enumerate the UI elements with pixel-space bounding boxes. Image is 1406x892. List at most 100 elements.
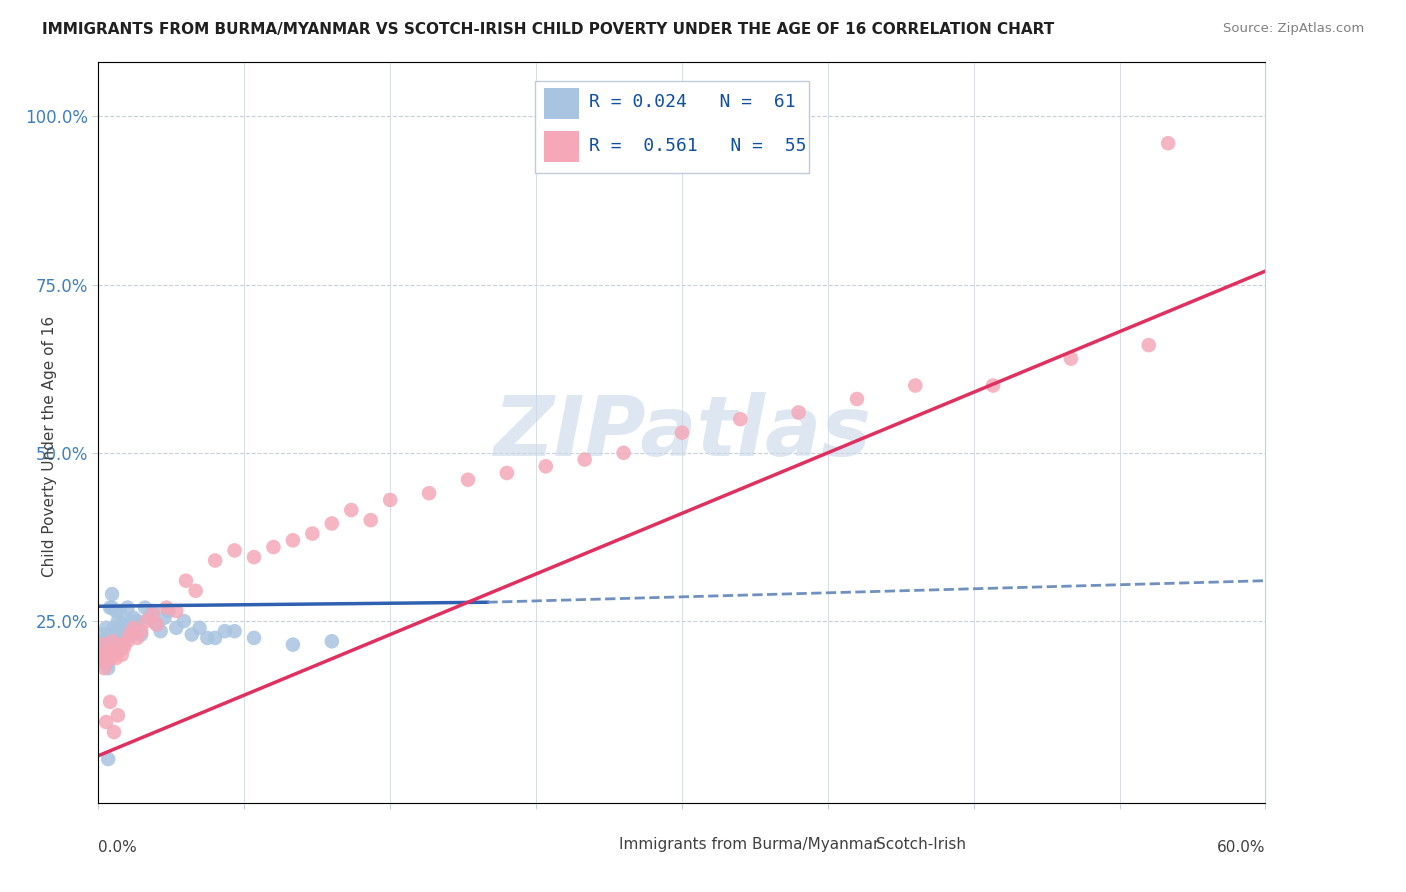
Point: [97, 640, 120, 655]
Point: [97, 651, 120, 665]
Point: [1157, 136, 1180, 151]
Point: [111, 648, 134, 662]
Point: [93, 640, 115, 655]
Point: [340, 503, 363, 517]
Point: [108, 604, 131, 618]
Point: [117, 621, 139, 635]
Point: [98, 651, 121, 665]
Point: [117, 600, 139, 615]
Point: [91, 634, 114, 648]
Point: [101, 587, 124, 601]
Point: [122, 611, 145, 625]
Point: [214, 624, 236, 639]
Point: [380, 492, 402, 507]
Point: [904, 378, 927, 392]
Point: [91, 638, 114, 652]
Point: [787, 405, 810, 419]
Point: [89, 638, 111, 652]
Point: [243, 631, 266, 645]
Point: [574, 452, 596, 467]
Point: [321, 516, 343, 531]
Point: [153, 611, 176, 625]
Point: [98, 600, 121, 615]
Point: [93, 627, 115, 641]
Point: [1137, 338, 1160, 352]
Point: [134, 600, 156, 615]
Point: [281, 638, 304, 652]
Point: [173, 614, 195, 628]
Text: Scotch-Irish: Scotch-Irish: [876, 837, 966, 852]
Point: [114, 624, 136, 639]
Point: [89, 651, 111, 665]
Point: [142, 604, 165, 618]
Point: [96, 657, 118, 672]
Point: [981, 378, 1004, 392]
Point: [107, 708, 129, 723]
Point: [107, 614, 129, 628]
Text: Child Poverty Under the Age of 16: Child Poverty Under the Age of 16: [42, 316, 56, 576]
Point: [165, 621, 187, 635]
Point: [155, 600, 177, 615]
Point: [118, 614, 141, 628]
Point: [96, 638, 118, 652]
Point: [127, 614, 149, 628]
Point: [360, 513, 382, 527]
Point: [93, 661, 115, 675]
Point: [127, 631, 149, 645]
Point: [281, 533, 304, 548]
Point: [103, 621, 125, 635]
Point: [112, 638, 135, 652]
Point: [96, 648, 118, 662]
Point: [97, 631, 120, 645]
Point: [103, 644, 125, 658]
Text: 60.0%: 60.0%: [1218, 840, 1265, 855]
Point: [124, 617, 146, 632]
Point: [730, 412, 752, 426]
FancyBboxPatch shape: [582, 830, 612, 858]
Point: [98, 651, 121, 665]
Point: [180, 627, 202, 641]
Point: [146, 617, 169, 632]
Point: [138, 611, 160, 625]
FancyBboxPatch shape: [544, 88, 579, 120]
Point: [321, 634, 343, 648]
Point: [111, 631, 134, 645]
Point: [846, 392, 869, 406]
Point: [89, 651, 111, 665]
Point: [97, 644, 120, 658]
Point: [112, 640, 135, 655]
Point: [457, 473, 479, 487]
Point: [671, 425, 693, 440]
Point: [91, 648, 114, 662]
Point: [97, 752, 120, 766]
Point: [107, 644, 129, 658]
Point: [111, 617, 134, 632]
Point: [129, 627, 152, 641]
Point: [121, 627, 143, 641]
Point: [157, 604, 180, 618]
Point: [146, 617, 169, 632]
Point: [224, 543, 246, 558]
Point: [101, 634, 124, 648]
Point: [142, 607, 165, 622]
Point: [93, 651, 115, 665]
Point: [104, 651, 127, 665]
Point: [96, 621, 118, 635]
Point: [101, 600, 124, 615]
Point: [204, 631, 226, 645]
Point: [98, 638, 121, 652]
Point: [129, 624, 152, 639]
Point: [262, 540, 284, 554]
Point: [188, 621, 211, 635]
Point: [613, 446, 636, 460]
Text: R =  0.561   N =  55: R = 0.561 N = 55: [589, 137, 806, 155]
FancyBboxPatch shape: [534, 81, 808, 173]
FancyBboxPatch shape: [839, 830, 869, 858]
Point: [97, 661, 120, 675]
FancyBboxPatch shape: [544, 131, 579, 162]
Point: [184, 583, 207, 598]
Point: [149, 624, 172, 639]
Point: [301, 526, 323, 541]
Point: [165, 604, 187, 618]
Point: [496, 466, 519, 480]
